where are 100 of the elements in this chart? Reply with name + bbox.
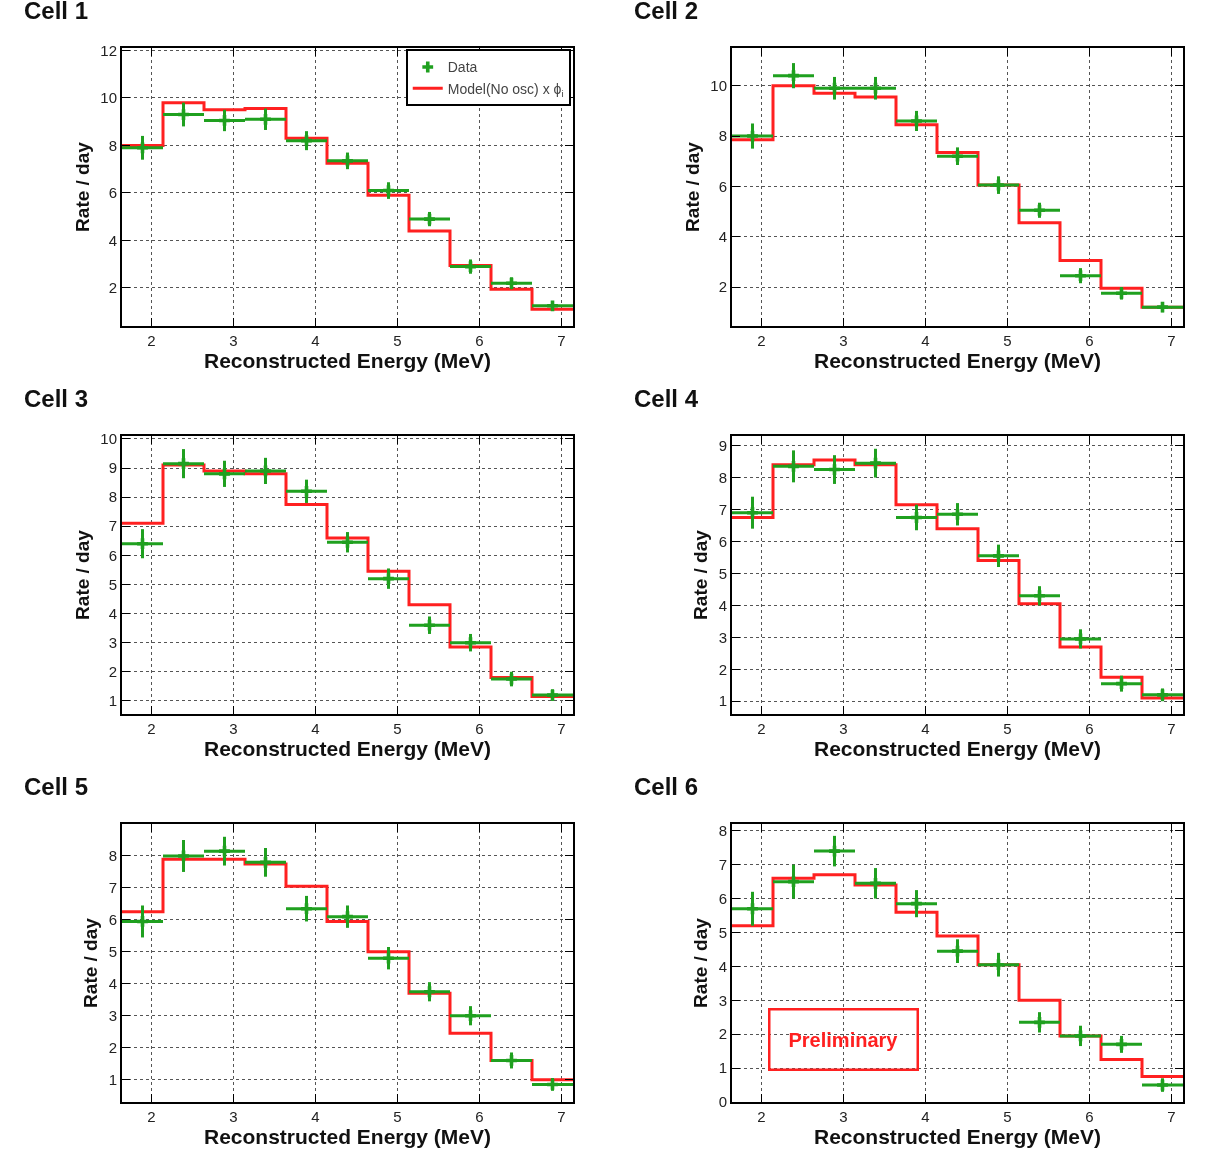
y-tick-label: 0: [718, 1093, 727, 1111]
point: [952, 150, 963, 162]
y-tick-label: 5: [108, 575, 117, 593]
y-tick-label: 4: [108, 604, 117, 622]
point: [870, 457, 881, 469]
point: [1157, 689, 1168, 701]
x-tick-label: 2: [147, 332, 156, 349]
point: [547, 689, 558, 701]
y-axis-title: Rate / day: [71, 141, 93, 232]
y-tick-label: 2: [108, 663, 117, 681]
point: [137, 142, 148, 154]
y-tick-label: 4: [718, 596, 727, 614]
y-tick-label: 4: [108, 975, 117, 993]
x-tick-label: 5: [393, 1108, 402, 1125]
point: [424, 986, 435, 998]
point: [137, 538, 148, 550]
y-axis-title: Rate / day: [690, 917, 712, 1008]
y-tick-label: 7: [718, 500, 727, 518]
x-tick-label: 6: [1085, 720, 1094, 737]
x-tick-label: 7: [1167, 1108, 1176, 1125]
point: [260, 465, 271, 477]
y-tick-label: 3: [718, 628, 727, 646]
y-tick-label: 1: [718, 1059, 727, 1077]
x-tick-label: 4: [921, 332, 930, 349]
point: [342, 536, 353, 548]
y-tick-label: 7: [718, 855, 727, 873]
point: [993, 550, 1004, 562]
y-tick-label: 7: [108, 517, 117, 535]
y-tick-label: 10: [100, 89, 117, 107]
y-tick-label: 2: [108, 279, 117, 297]
x-axis-title: Reconstructed Energy (MeV): [203, 1125, 492, 1148]
y-tick-label: 2: [718, 660, 727, 678]
point: [1075, 1030, 1086, 1042]
point: [1157, 1079, 1168, 1091]
y-tick-label: 3: [718, 991, 727, 1009]
x-tick-label: 3: [229, 1108, 238, 1125]
x-tick-label: 5: [393, 332, 402, 349]
x-tick-label: 6: [1085, 332, 1094, 349]
y-tick-label: 4: [718, 957, 727, 975]
y-tick-label: 6: [718, 532, 727, 550]
chart-title: Cell 1: [24, 0, 89, 24]
y-axis-title: Rate / day: [690, 529, 712, 620]
y-tick-label: 4: [718, 227, 727, 245]
x-tick-label: 6: [475, 720, 484, 737]
chart-title: Cell 2: [634, 0, 699, 24]
y-tick-label: 6: [108, 184, 117, 202]
x-tick-label: 4: [921, 1108, 930, 1125]
x-tick-label: 6: [475, 332, 484, 349]
y-tick-label: 1: [108, 692, 117, 710]
y-tick-label: 9: [108, 459, 117, 477]
y-axis-title: Rate / day: [80, 917, 102, 1008]
annotation: Preliminary: [788, 1028, 899, 1051]
x-tick-label: 5: [1003, 332, 1012, 349]
x-tick-label: 3: [229, 720, 238, 737]
x-tick-label: 6: [475, 1108, 484, 1125]
x-axis-title: Reconstructed Energy (MeV): [203, 349, 492, 372]
point: [219, 468, 230, 480]
x-axis-title: Reconstructed Energy (MeV): [813, 349, 1102, 372]
y-tick-label: 7: [108, 879, 117, 897]
x-tick-label: 3: [839, 720, 848, 737]
x-tick-label: 4: [311, 720, 320, 737]
x-tick-label: 7: [557, 1108, 566, 1125]
x-axis-title: Reconstructed Energy (MeV): [203, 737, 492, 760]
point: [1075, 633, 1086, 645]
y-tick-label: 8: [108, 847, 117, 865]
y-tick-label: 2: [108, 1038, 117, 1056]
point: [383, 952, 394, 964]
y-tick-label: 5: [108, 943, 117, 961]
y-tick-label: 10: [710, 76, 727, 94]
x-tick-label: 7: [1167, 720, 1176, 737]
x-tick-label: 4: [311, 332, 320, 349]
x-axis-title: Reconstructed Energy (MeV): [813, 1125, 1102, 1148]
y-tick-label: 5: [718, 923, 727, 941]
x-tick-label: 3: [839, 1108, 848, 1125]
x-tick-label: 2: [757, 1108, 766, 1125]
point: [747, 903, 758, 915]
y-tick-label: 4: [108, 231, 117, 249]
y-tick-label: 8: [718, 127, 727, 145]
x-tick-label: 7: [557, 332, 566, 349]
y-tick-label: 12: [100, 41, 117, 59]
x-tick-label: 7: [557, 720, 566, 737]
point: [952, 945, 963, 957]
y-tick-label: 8: [108, 136, 117, 154]
point: [506, 673, 517, 685]
y-tick-label: 6: [108, 546, 117, 564]
chart-title: Cell 5: [24, 772, 89, 800]
point: [424, 619, 435, 631]
point: [747, 130, 758, 142]
x-tick-label: 3: [229, 332, 238, 349]
point: [1116, 287, 1127, 299]
y-axis-title: Rate / day: [681, 141, 703, 232]
x-tick-label: 3: [839, 332, 848, 349]
point: [829, 82, 840, 94]
point: [547, 300, 558, 312]
y-tick-label: 5: [718, 564, 727, 582]
x-tick-label: 4: [921, 720, 930, 737]
y-tick-label: 3: [108, 1006, 117, 1024]
y-tick-label: 2: [718, 278, 727, 296]
point: [424, 213, 435, 225]
x-tick-label: 2: [147, 1108, 156, 1125]
